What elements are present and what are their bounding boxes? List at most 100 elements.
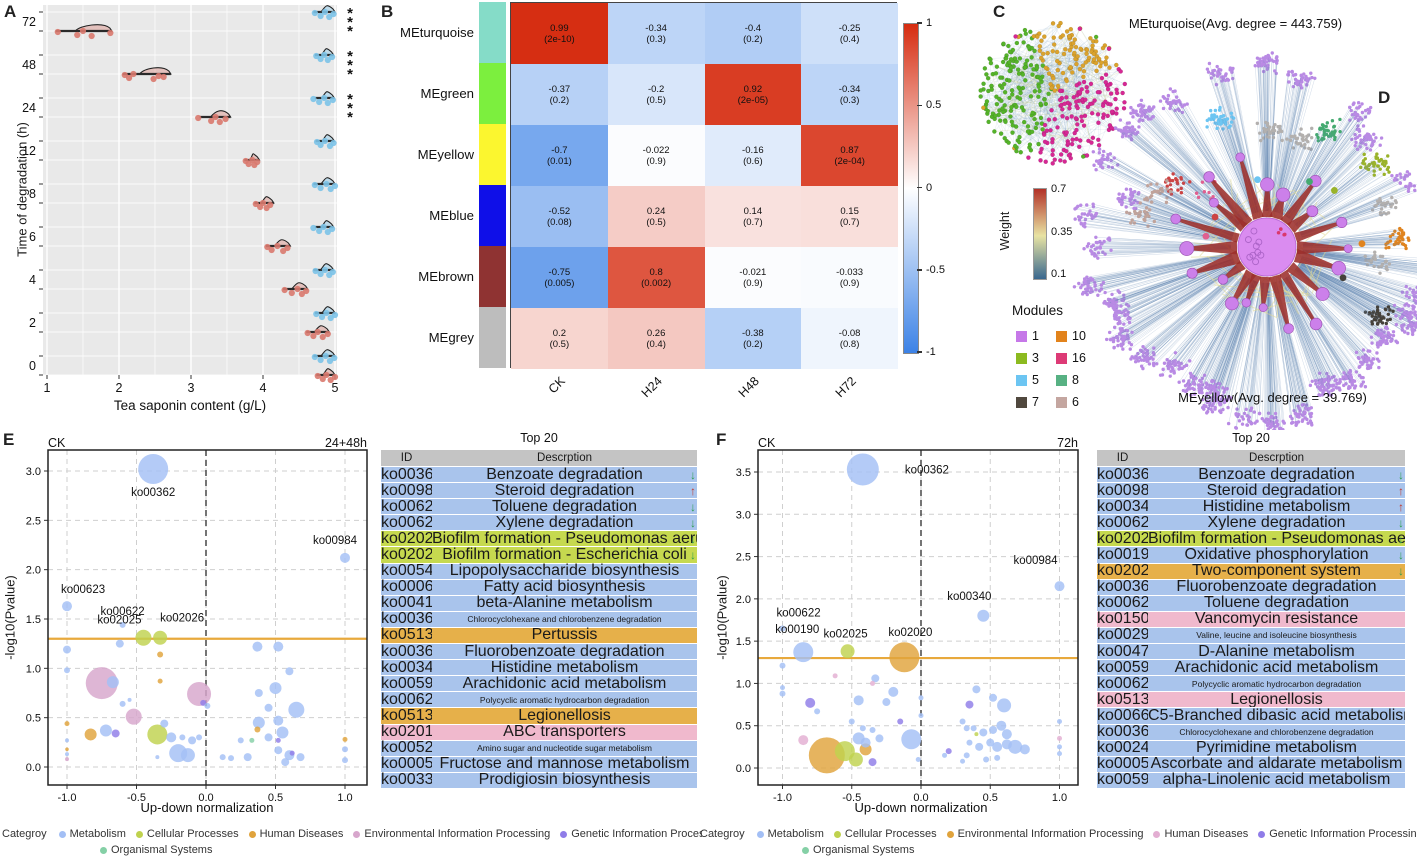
heatmap-cell-value: -0.38 [742, 327, 764, 339]
sample-dot [324, 228, 331, 236]
network-d-edge [1278, 280, 1317, 384]
network-c-edge [1004, 67, 1071, 121]
network-c-edge [1013, 63, 1026, 106]
network-c-edge [1053, 77, 1118, 94]
network-d-node [1365, 363, 1370, 367]
network-d-edge [1117, 265, 1237, 339]
network-d-node [1273, 122, 1277, 127]
network-c-node [1051, 35, 1056, 40]
network-c-node [1064, 78, 1069, 84]
network-c-edge [1031, 37, 1072, 48]
network-d-edge [1298, 178, 1396, 231]
network-c-edge [1027, 51, 1092, 61]
network-d-node [1114, 300, 1119, 304]
network-d-node [1410, 332, 1415, 337]
network-d-node [1094, 235, 1098, 239]
network-d-node [1174, 95, 1179, 99]
network-d-node [1288, 138, 1292, 142]
bubble [65, 747, 69, 752]
network-d-pink-dot [1282, 232, 1286, 237]
network-c-node [1085, 89, 1090, 94]
network-c-node [992, 129, 997, 134]
network-d-node [1085, 292, 1089, 297]
network-c-edge [1030, 25, 1059, 33]
network-c-node [1060, 33, 1066, 38]
network-d-node [1309, 414, 1313, 419]
network-c-node [1050, 48, 1056, 54]
network-d-edge [1164, 98, 1247, 218]
network-d-edge [1093, 206, 1232, 240]
significance-asterisk: * [347, 5, 353, 22]
network-c-edge [1013, 66, 1065, 162]
network-c-edge [1092, 103, 1113, 114]
network-d-edge [1176, 96, 1249, 217]
network-d-node [1262, 126, 1266, 131]
network-c-node [1091, 57, 1097, 62]
weight-legend-title: Weight [998, 211, 1012, 251]
network-d-colored-hub [1339, 274, 1347, 282]
network-d-node [1369, 359, 1373, 363]
network-d-edge [1298, 263, 1417, 327]
network-c-node [1040, 51, 1046, 56]
network-d-node [1121, 347, 1125, 351]
network-c-node [1043, 65, 1049, 71]
network-d-edge [1174, 100, 1248, 217]
network-d-edge [1302, 254, 1417, 279]
down-arrow-icon: ↓ [690, 548, 696, 563]
network-d-node [1136, 359, 1141, 363]
bubble [65, 757, 69, 762]
network-d-node [1303, 142, 1307, 147]
significance-asterisk: * [347, 57, 353, 74]
network-d-node [1097, 151, 1102, 155]
network-d-node [1290, 69, 1294, 74]
network-c-edge [1014, 35, 1038, 149]
network-d-edge [1280, 280, 1323, 380]
network-d-node [1353, 132, 1357, 137]
network-d-node [1168, 374, 1172, 378]
network-d-node [1369, 335, 1374, 339]
network-c-node [1079, 87, 1085, 92]
network-d-edge [1236, 282, 1261, 415]
network-d-edge [1121, 266, 1238, 345]
module-trait-heatmap: 0.99 (2e-10) -0.34 (0.3) -0.4 (0.2) -0.25 (0.4)… [510, 2, 898, 369]
network-d-node [1147, 208, 1152, 212]
heatmap-cell-pvalue: (0.005) [544, 277, 575, 289]
network-d-node [1384, 341, 1388, 346]
network-d-edge [1116, 265, 1237, 338]
network-d-edge [1290, 274, 1363, 358]
network-d-edge [1096, 169, 1235, 233]
network-d-edge [1147, 270, 1241, 355]
network-d-node [1281, 419, 1285, 423]
down-arrow-icon: ↓ [690, 467, 696, 482]
bubble [254, 726, 261, 733]
network-d-node [1305, 417, 1309, 422]
y-axis-tick-label: 0.0 [26, 762, 41, 774]
network-c-node [1050, 136, 1055, 142]
heatmap-cell-value: -0.7 [551, 144, 568, 156]
network-d-node [1304, 403, 1309, 407]
network-d-node [1364, 135, 1369, 139]
network-d-hub-node [1186, 267, 1198, 279]
network-d-edge [1244, 282, 1263, 414]
panel-e-x-title: Up-down normalization [140, 800, 274, 815]
network-d-node [1089, 244, 1094, 249]
network-d-node [1113, 310, 1118, 315]
network-d-pink-dot [1276, 230, 1281, 235]
network-c-node [1103, 61, 1109, 67]
network-c-node [1089, 140, 1094, 145]
sample-dot [125, 74, 133, 82]
network-d-node [1324, 124, 1328, 129]
network-c-node [1067, 48, 1073, 53]
x-axis-tick-label: 1.0 [337, 792, 352, 804]
network-d-edge [1138, 193, 1234, 234]
network-d-node [1397, 236, 1402, 240]
network-d-node [1171, 172, 1175, 176]
network-d-node [1347, 371, 1351, 375]
network-d-node [1308, 383, 1313, 388]
table-cell-desc: beta-Alanine metabolism [476, 594, 653, 612]
network-d-node [1141, 350, 1146, 355]
network-d-node [1109, 158, 1113, 163]
network-d-node [1288, 414, 1293, 419]
bubble-label: ko00984 [313, 535, 358, 547]
network-d-node [1197, 383, 1201, 388]
